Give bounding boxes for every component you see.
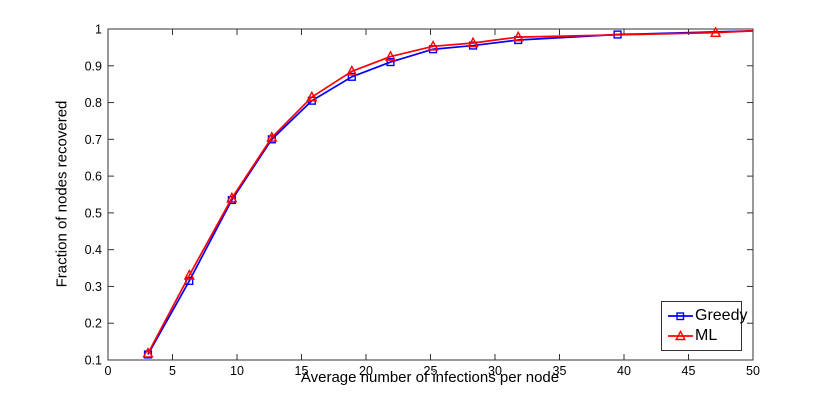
y-tick-label: 0.2: [85, 317, 102, 331]
greedy-line-sample-icon: [668, 312, 693, 321]
legend-label-greedy: Greedy: [695, 307, 748, 324]
ml-line-sample-icon: [668, 330, 693, 341]
y-tick-label: 0.9: [85, 59, 102, 73]
ml-marker: [346, 64, 358, 76]
x-tick-label: 10: [230, 364, 244, 378]
legend-item-greedy: Greedy: [667, 306, 747, 326]
y-tick-label: 0.5: [85, 206, 102, 220]
legend-sample-marker: [676, 312, 685, 321]
greedy-marker: [386, 58, 395, 67]
y-axis-title: Fraction of nodes recovered: [53, 100, 71, 288]
legend-item-ml: ML: [667, 326, 737, 346]
x-tick-label: 45: [682, 364, 696, 378]
x-tick-label: 25: [424, 364, 438, 378]
legend-label-ml: ML: [695, 327, 718, 344]
y-tick-label: 1: [95, 23, 102, 37]
y-tick-label: 0.6: [85, 170, 102, 184]
y-tick-label: 0.7: [85, 133, 102, 147]
y-tick-label: 0.3: [85, 280, 102, 294]
ml-marker: [183, 269, 195, 280]
ml-marker: [710, 26, 722, 37]
ml-line: [147, 29, 754, 354]
ml-marker: [512, 30, 524, 42]
ml-marker: [266, 131, 278, 142]
x-tick-label: 15: [295, 364, 309, 378]
legend: Greedy ML: [661, 301, 747, 351]
ml-marker: [467, 36, 479, 48]
x-tick-label: 20: [359, 364, 373, 378]
ml-marker: [384, 50, 397, 61]
greedy-line: [147, 29, 754, 355]
y-tick-label: 0.8: [85, 96, 102, 110]
x-tick-label: 40: [617, 364, 631, 378]
y-tick-label: 0.4: [85, 243, 102, 257]
x-tick-label: 30: [488, 364, 502, 378]
x-tick-label: 35: [553, 364, 567, 378]
legend-sample-marker: [675, 330, 686, 341]
greedy-marker: [347, 72, 356, 81]
ml-marker: [306, 90, 318, 102]
ml-marker: [427, 39, 439, 51]
x-tick-label: 50: [746, 364, 760, 378]
x-axis-title: Average number of infections per node: [300, 369, 560, 386]
x-tick-label: 0: [105, 364, 112, 378]
ml-marker: [142, 347, 154, 358]
x-tick-label: 5: [169, 364, 176, 378]
plot-frame: [107, 28, 754, 361]
ml-marker: [226, 191, 238, 203]
y-tick-label: 0.1: [85, 354, 102, 368]
